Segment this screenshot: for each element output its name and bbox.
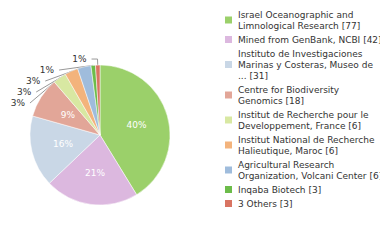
svg-text:Institut de Recherche pour le: Institut de Recherche pour le: [238, 110, 369, 120]
svg-text:1%: 1%: [72, 54, 87, 64]
svg-text:Agricultural Research: Agricultural Research: [238, 160, 334, 170]
svg-text:Organization, Volcani Center [: Organization, Volcani Center [6]: [238, 171, 380, 181]
svg-text:... [31]: ... [31]: [238, 71, 268, 81]
svg-text:9%: 9%: [61, 110, 76, 120]
svg-text:Instituto de Investigaciones: Instituto de Investigaciones: [238, 49, 363, 59]
svg-text:Israel Oceanographic and: Israel Oceanographic and: [238, 10, 353, 20]
svg-text:Marinas y Costeras, Museo de: Marinas y Costeras, Museo de: [238, 60, 373, 70]
svg-text:Halieutique, Maroc [6]: Halieutique, Maroc [6]: [238, 146, 338, 156]
svg-text:Mined from GenBank, NCBI [42]: Mined from GenBank, NCBI [42]: [238, 35, 380, 45]
svg-text:Genomics [18]: Genomics [18]: [238, 96, 304, 106]
svg-text:21%: 21%: [85, 168, 105, 178]
svg-text:3%: 3%: [11, 98, 26, 108]
svg-text:3%: 3%: [26, 76, 41, 86]
svg-text:40%: 40%: [127, 120, 147, 130]
svg-text:Developpement, France [6]: Developpement, France [6]: [238, 121, 361, 131]
svg-text:16%: 16%: [53, 139, 73, 149]
svg-text:3%: 3%: [17, 87, 32, 97]
svg-text:Limnological Research [77]: Limnological Research [77]: [238, 21, 360, 31]
svg-text:Institut National de Recherche: Institut National de Recherche: [238, 135, 375, 145]
svg-text:3 Others [3]: 3 Others [3]: [238, 199, 292, 209]
svg-text:1%: 1%: [40, 65, 55, 75]
svg-text:Inqaba Biotech [3]: Inqaba Biotech [3]: [238, 185, 321, 195]
svg-text:Centre for Biodiversity: Centre for Biodiversity: [238, 85, 340, 95]
